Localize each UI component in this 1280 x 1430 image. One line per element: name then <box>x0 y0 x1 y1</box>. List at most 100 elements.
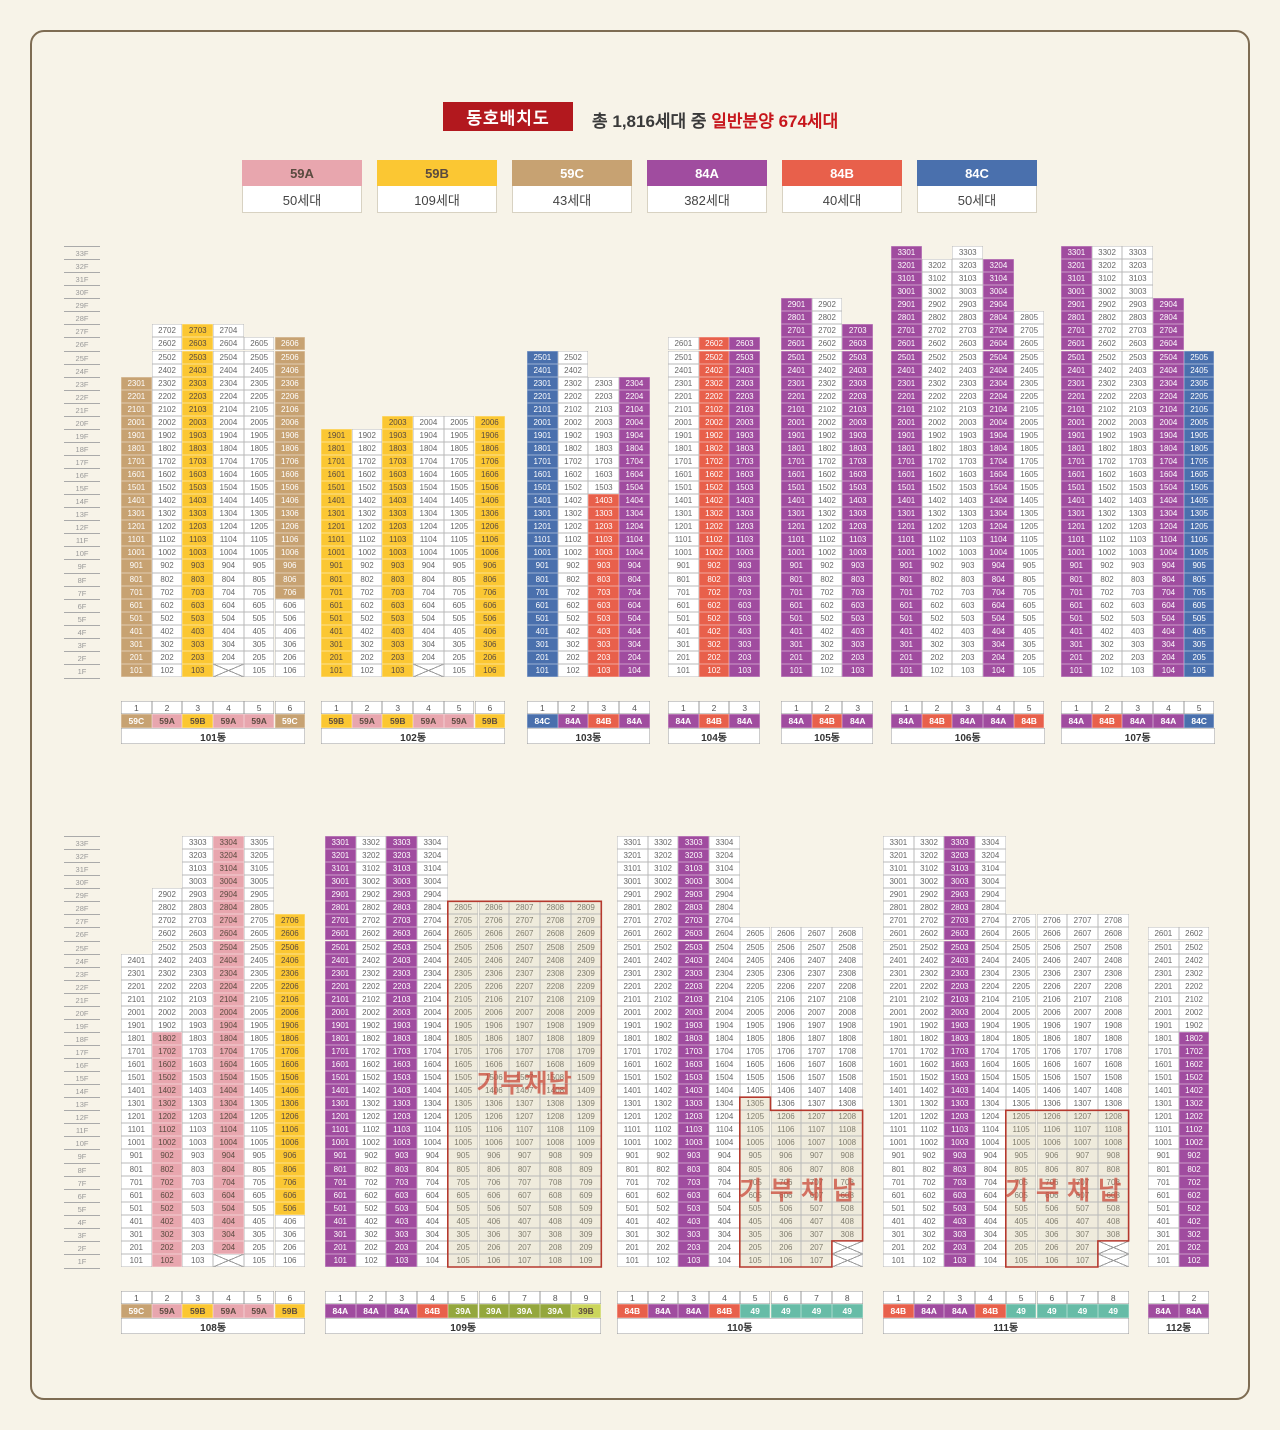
unit-cell: 501 <box>1148 1201 1179 1215</box>
unit-cell: 305 <box>1005 1227 1037 1241</box>
unit-cell: 1203 <box>842 520 874 534</box>
unit-cell: 1401 <box>1061 494 1092 508</box>
unit-cell: 1703 <box>386 1044 418 1059</box>
unit-cell: 904 <box>983 559 1014 573</box>
line-type-cell: 84B <box>698 714 730 728</box>
unit-cell: 1003 <box>382 546 414 560</box>
unit-cell: 1701 <box>668 454 699 469</box>
unit-cell: 1607 <box>801 1058 832 1072</box>
unit-cell: 3003 <box>386 875 418 889</box>
unit-cell: 1501 <box>1148 1071 1179 1085</box>
unit-cell: 2406 <box>274 363 306 377</box>
unit-cell: 3001 <box>1061 285 1092 299</box>
unit-cell: 305 <box>443 637 475 651</box>
line-number-cell: 4 <box>619 701 650 714</box>
unit-cell: 304 <box>213 1227 244 1241</box>
unit-cell: 2604 <box>213 927 244 941</box>
unit-cell: 3005 <box>243 875 275 889</box>
unit-cell: 1405 <box>447 1084 479 1098</box>
unit-cell: 505 <box>447 1201 479 1215</box>
unit-cell: 602 <box>698 598 730 612</box>
unit-cell: 2703 <box>944 914 976 928</box>
unit-cell: 1901 <box>891 428 922 442</box>
building-name: 103동 <box>527 728 650 744</box>
unit-cell: 406 <box>770 1214 802 1228</box>
unit-cell: 2406 <box>770 953 802 967</box>
unit-cell: 406 <box>478 1214 510 1228</box>
line-number-cell: 1 <box>891 701 922 714</box>
unit-cell: 3101 <box>891 272 922 286</box>
unit-cell: 401 <box>781 624 812 638</box>
unit-cell: 809 <box>570 1162 602 1176</box>
unit-cell: 1003 <box>182 1136 214 1150</box>
floor-axis-label: 26F <box>64 927 100 941</box>
unit-cell: 2504 <box>1153 350 1184 364</box>
unit-cell: 1708 <box>1097 1044 1129 1059</box>
unit-cell: 2401 <box>891 363 922 377</box>
unit-cell: 2107 <box>801 992 832 1006</box>
unit-cell: 2505 <box>1183 350 1215 364</box>
unit-cell: 501 <box>883 1201 914 1215</box>
unit-cell: 1003 <box>729 546 761 560</box>
unit-cell: 102 <box>557 663 589 677</box>
unit-cell: 706 <box>478 1175 510 1189</box>
unit-cell: 1302 <box>351 507 383 521</box>
unit-cell: 1806 <box>474 441 506 455</box>
unit-cell: 2303 <box>386 966 418 980</box>
line-type-cell: 39A <box>509 1304 540 1318</box>
unit-cell: 1903 <box>182 1018 214 1032</box>
unit-cell: 2708 <box>539 914 571 928</box>
unit-cell: 1404 <box>1153 494 1184 508</box>
unit-cell: 2701 <box>617 914 648 928</box>
unit-cell: 2501 <box>781 350 812 364</box>
unit-cell: 2303 <box>729 376 761 390</box>
unit-cell: 2901 <box>781 298 812 312</box>
unit-cell: 1603 <box>386 1058 418 1072</box>
unit-cell: 1802 <box>1091 441 1123 455</box>
unit-cell: 2302 <box>151 966 183 980</box>
unit-cell: 1201 <box>781 520 812 534</box>
unit-cell: 1704 <box>413 454 444 469</box>
unit-cell: 1309 <box>570 1097 602 1111</box>
unit-cell: 501 <box>781 611 812 625</box>
unit-cell: 2503 <box>386 940 418 954</box>
unit-cell: 2205 <box>1005 979 1037 993</box>
unit-cell: 1201 <box>891 520 922 534</box>
unit-cell: 1903 <box>588 428 620 442</box>
unit-cell: 1001 <box>668 546 699 560</box>
unit-cell: 1805 <box>1005 1031 1037 1045</box>
unit-cell: 402 <box>921 624 953 638</box>
unit-cell: 2602 <box>151 927 183 941</box>
unit-cell: 2602 <box>151 337 183 351</box>
unit-cell: 2904 <box>1153 298 1184 312</box>
unit-cell: 1301 <box>1148 1097 1179 1111</box>
unit-cell: 2604 <box>1153 337 1184 351</box>
unit-cell: 2503 <box>952 350 984 364</box>
unit-cell: 1205 <box>1013 520 1045 534</box>
unit-cell: 1805 <box>1183 441 1215 455</box>
unit-cell: 205 <box>1013 650 1045 664</box>
unit-cell: 2504 <box>417 940 448 954</box>
line-number-cell: 1 <box>1061 701 1092 714</box>
unit-cell: 1406 <box>474 494 506 508</box>
unit-cell: 3302 <box>1091 246 1123 260</box>
unit-cell: 3203 <box>1122 259 1154 273</box>
unit-cell: 306 <box>770 1227 802 1241</box>
unit-cell: 507 <box>509 1201 540 1215</box>
unit-cell: 1803 <box>588 441 620 455</box>
unit-cell: 1702 <box>811 454 843 469</box>
line-number-cell: 5 <box>739 1291 771 1304</box>
unit-cell: 1801 <box>781 441 812 455</box>
unit-cell: 3204 <box>213 849 244 863</box>
unit-cell: 401 <box>617 1214 648 1228</box>
unit-cell: 1203 <box>944 1110 976 1124</box>
unit-cell: 803 <box>1122 572 1154 586</box>
unit-cell: 302 <box>151 1227 183 1241</box>
unit-cell: 1401 <box>321 494 352 508</box>
unit-cell: 1904 <box>417 1018 448 1032</box>
legend-type-59A: 59A <box>242 160 362 186</box>
unit-cell: 901 <box>1148 1149 1179 1163</box>
unit-cell: 306 <box>478 1227 510 1241</box>
unit-cell: 1404 <box>213 494 244 508</box>
unit-cell: 3001 <box>325 875 356 889</box>
